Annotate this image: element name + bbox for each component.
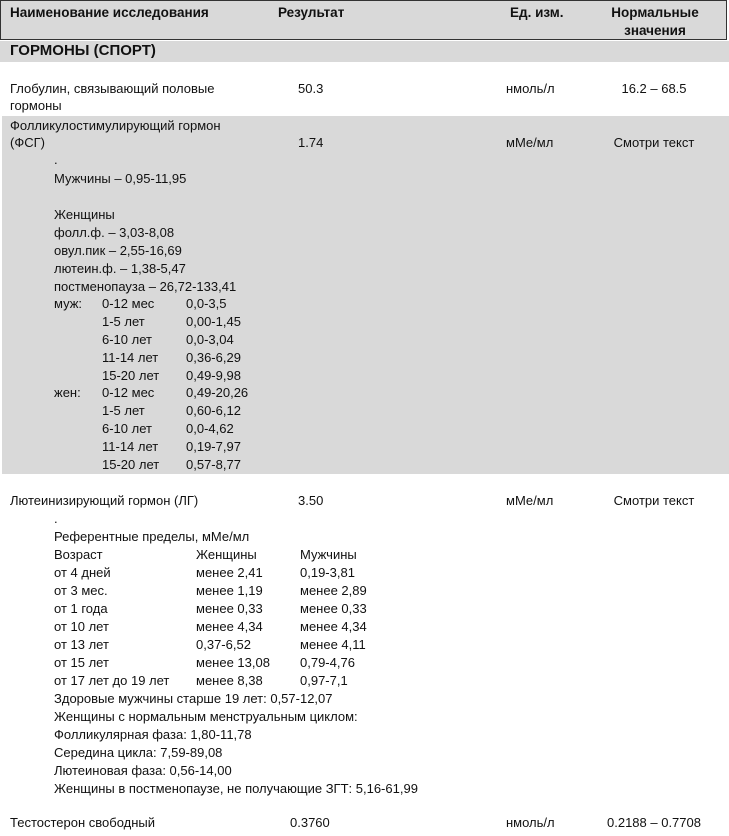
fsh-female-range: 0,0-4,62 — [186, 421, 234, 436]
fsh-female-age: 6-10 лет — [102, 421, 152, 436]
fsh-female-age: 0-12 мес — [102, 385, 155, 400]
fsh-row-background — [2, 116, 729, 474]
lh-table-cell: от 17 лет до 19 лет — [54, 673, 170, 688]
lh-note-line: Женщины с нормальным менструальным цикло… — [54, 709, 358, 724]
lh-note-line: Фолликулярная фаза: 1,80-11,78 — [54, 727, 252, 742]
fsh-male-range: 0,00-1,45 — [186, 314, 241, 329]
fsh-women-line: фолл.ф. – 3,03-8,08 — [54, 225, 175, 240]
section-title-bar: ГОРМОНЫ (СПОРТ) — [0, 41, 729, 62]
lh-table-cell: от 13 лет — [54, 637, 109, 652]
lh-column-header: Мужчины — [300, 547, 357, 562]
fsh-female-age: 11-14 лет — [102, 439, 159, 454]
lh-result: 3.50 — [298, 493, 324, 508]
lh-table-cell: менее 4,11 — [300, 637, 366, 652]
fsh-female-age: 1-5 лет — [102, 403, 145, 418]
lh-table-cell: менее 0,33 — [196, 601, 263, 616]
lh-table-cell: менее 8,38 — [196, 673, 263, 688]
fsh-normal: Смотри текст — [613, 135, 695, 150]
fsh-male-age: 15-20 лет — [102, 368, 160, 383]
lh-table-cell: от 3 мес. — [54, 583, 108, 598]
lh-table-cell: 0,97-7,1 — [300, 673, 348, 688]
testosterone-normal: 0.2188 – 0.7708 — [607, 815, 701, 830]
lh-table-cell: менее 1,19 — [196, 583, 263, 598]
fsh-women-line: овул.пик – 2,55-16,69 — [54, 243, 182, 258]
lh-table-cell: от 15 лет — [54, 655, 109, 670]
fsh-male-age: 11-14 лет — [102, 350, 159, 365]
lh-table-cell: менее 4,34 — [196, 619, 263, 634]
lh-column-header: Женщины — [196, 547, 257, 562]
lh-note-line: Женщины в постменопаузе, не получающие З… — [54, 781, 418, 796]
lh-unit: мМе/мл — [506, 493, 554, 508]
lh-table-cell: менее 0,33 — [300, 601, 367, 616]
fsh-male-label: муж: — [54, 296, 83, 311]
lh-table-cell: 0,19-3,81 — [300, 565, 355, 580]
fsh-female-range: 0,57-8,77 — [186, 457, 241, 472]
lh-table-cell: 0,79-4,76 — [300, 655, 355, 670]
shbg-result: 50.3 — [298, 81, 324, 96]
fsh-female-range: 0,19-7,97 — [186, 439, 241, 454]
fsh-female-range: 0,60-6,12 — [186, 403, 241, 418]
lh-note-line: Здоровые мужчины старше 19 лет: 0,57-12,… — [54, 691, 333, 706]
fsh-male-range: 0,0-3,5 — [186, 296, 227, 311]
fsh-name-2: (ФСГ) — [10, 135, 45, 150]
fsh-male-age: 1-5 лет — [102, 314, 145, 329]
fsh-women-line: постменопауза – 26,72-133,41 — [54, 279, 237, 294]
lh-dot: . — [54, 511, 58, 526]
lh-title: Референтные пределы, мМе/мл — [54, 529, 250, 544]
header-normal-2: значения — [624, 23, 686, 38]
fsh-male-age: 6-10 лет — [102, 332, 152, 347]
section-title: ГОРМОНЫ (СПОРТ) — [10, 42, 156, 59]
lh-table-cell: менее 2,41 — [196, 565, 263, 580]
lh-note-line: Лютеиновая фаза: 0,56-14,00 — [54, 763, 232, 778]
lh-column-header: Возраст — [54, 547, 103, 562]
testosterone-unit: нмоль/л — [506, 815, 555, 830]
fsh-male-range: 0,49-9,98 — [186, 368, 241, 383]
lh-table-cell: менее 2,89 — [300, 583, 367, 598]
fsh-dot: . — [54, 152, 58, 167]
fsh-male-range: 0,0-3,04 — [186, 332, 234, 347]
lh-table-cell: менее 13,08 — [196, 655, 270, 670]
shbg-name-1: Глобулин, связывающий половые — [10, 81, 215, 96]
fsh-women-line: лютеин.ф. – 1,38-5,47 — [54, 261, 186, 276]
lh-table-cell: от 10 лет — [54, 619, 109, 634]
fsh-name-1: Фолликулостимулирующий гормон — [10, 118, 221, 133]
fsh-unit: мМе/мл — [506, 135, 554, 150]
fsh-result: 1.74 — [298, 135, 324, 150]
shbg-unit: нмоль/л — [506, 81, 555, 96]
shbg-normal: 16.2 – 68.5 — [621, 81, 687, 96]
table-header: Наименование исследования Результат Ед. … — [0, 0, 727, 40]
lh-table-cell: от 1 года — [54, 601, 108, 616]
fsh-women-title: Женщины — [54, 207, 115, 222]
lh-table-cell: 0,37-6,52 — [196, 637, 251, 652]
fsh-men: Мужчины – 0,95-11,95 — [54, 171, 187, 186]
fsh-female-label: жен: — [54, 385, 81, 400]
fsh-female-range: 0,49-20,26 — [186, 385, 249, 400]
lh-note-line: Середина цикла: 7,59-89,08 — [54, 745, 223, 760]
lh-normal: Смотри текст — [613, 493, 695, 508]
header-unit: Ед. изм. — [510, 5, 564, 20]
header-name: Наименование исследования — [10, 5, 209, 20]
fsh-male-age: 0-12 мес — [102, 296, 155, 311]
testosterone-result: 0.3760 — [290, 815, 330, 830]
header-result: Результат — [278, 5, 345, 20]
shbg-name-2: гормоны — [10, 98, 62, 113]
fsh-male-range: 0,36-6,29 — [186, 350, 241, 365]
lh-name: Лютеинизирующий гормон (ЛГ) — [10, 493, 199, 508]
lh-table-cell: менее 4,34 — [300, 619, 367, 634]
lh-table-cell: от 4 дней — [54, 565, 111, 580]
fsh-female-age: 15-20 лет — [102, 457, 160, 472]
header-normal-1: Нормальные — [611, 5, 699, 20]
testosterone-name: Тестостерон свободный — [10, 815, 156, 830]
